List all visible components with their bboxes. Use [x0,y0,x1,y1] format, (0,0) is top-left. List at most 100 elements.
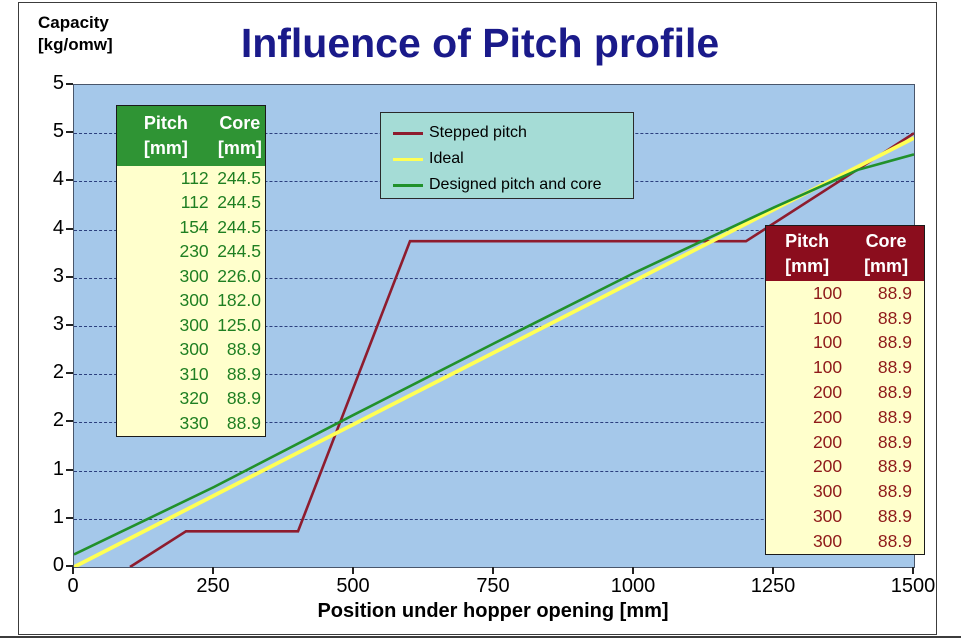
core-value: 88.9 [226,412,261,433]
header-core-unit: [mm] [217,138,262,158]
x-tick-mark [632,567,634,574]
core-value: 182.0 [217,290,261,311]
y-tick-mark [66,179,73,182]
legend-line-swatch [393,131,423,135]
series-line-designed-pitch-and-core [74,153,914,556]
core-value: 88.9 [877,382,912,403]
core-value: 244.5 [217,167,261,188]
core-value: 88.9 [877,406,912,427]
x-tick-label: 0 [67,575,79,597]
core-value: 244.5 [217,192,261,213]
x-axis-title: Position under hopper opening [mm] [317,600,669,622]
pitch-value: 154 [179,216,209,237]
y-tick-label: 4 [52,216,64,239]
legend-item: Designed pitch and core [393,172,633,198]
pitch-value: 112 [180,167,209,188]
y-axis-title-line1: Capacity [38,13,109,32]
gridline [74,229,914,231]
table-row: 300 125.0 [117,313,265,338]
pitch-value: 300 [812,530,843,551]
x-tick-mark [212,567,214,574]
gridline [74,326,914,327]
gridline [74,470,914,472]
y-tick-mark [66,275,73,278]
core-value: 88.9 [226,363,261,384]
y-tick-label: 0 [52,554,64,576]
legend-line-swatch [393,183,423,187]
y-tick-label: 2 [52,361,64,384]
table-row: 300 88.9 [766,529,924,554]
table-header-pitch: Pitch [mm] [766,229,848,281]
pitch-value: 300 [179,314,209,335]
table-row: 330 88.9 [117,411,265,436]
legend-label: Stepped pitch [429,124,527,141]
y-tick-mark [66,83,73,85]
core-value: 88.9 [877,282,912,303]
table-row: 300 88.9 [766,504,924,529]
pitch-value: 300 [179,290,209,311]
header-core-label: Core [865,231,907,251]
core-value: 88.9 [877,506,912,527]
chart-title: Influence of Pitch profile [240,20,720,66]
header-pitch-label: Pitch [785,231,830,251]
pitch-value: 300 [812,506,843,527]
core-value: 88.9 [877,357,912,378]
table-row: 100 88.9 [766,306,924,331]
table-row: 200 88.9 [766,430,924,455]
slide-bottom-rule [0,636,961,638]
pitch-value: 100 [812,307,843,328]
table-row: 200 88.9 [766,455,924,480]
pitch-value: 100 [812,357,843,378]
right-pitch-core-table: Pitch [mm] Core [mm] 100 88.9 100 88.9 100 88.9 10… [765,225,925,555]
legend-line-swatch [393,157,423,161]
core-value: 88.9 [877,481,912,502]
y-tick-label: 3 [52,264,64,287]
x-tick-label: 750 [476,575,510,597]
table-row: 320 88.9 [117,387,265,412]
legend-item: Ideal [393,146,633,172]
pitch-value: 200 [812,431,843,452]
y-axis-title: Capacity [kg/omw] [38,12,113,56]
legend-label: Ideal [429,150,464,167]
y-axis-title-line2: [kg/omw] [38,35,113,54]
table-header-core: Core [mm] [848,229,924,281]
header-core-label: Core [219,113,261,133]
table-row: 112 244.5 [117,166,265,191]
core-value: 88.9 [877,332,912,353]
table-row: 100 88.9 [766,281,924,306]
y-tick-mark [66,420,73,423]
pitch-value: 200 [812,406,843,427]
x-tick-label: 1500 [890,575,936,597]
pitch-value: 112 [180,192,209,213]
gridline [74,277,914,279]
pitch-value: 100 [812,282,843,303]
core-value: 88.9 [226,388,261,409]
legend-item: Stepped pitch [393,120,633,146]
y-tick-mark [66,468,73,471]
core-value: 88.9 [877,456,912,477]
table-row: 300 226.0 [117,264,265,289]
pitch-value: 200 [812,382,843,403]
gridline [74,518,914,520]
core-value: 226.0 [217,265,261,286]
core-value: 88.9 [877,307,912,328]
table-row: 200 88.9 [766,405,924,430]
table-header-pitch: Pitch [mm] [117,111,215,166]
series-line-ideal [74,136,914,567]
core-value: 244.5 [217,241,261,262]
table-header: Pitch [mm] Core [mm] [766,226,924,281]
y-tick-label: 1 [52,505,64,528]
table-row: 300 182.0 [117,289,265,314]
y-tick-mark [66,227,73,230]
pitch-value: 300 [812,481,843,502]
table-row: 100 88.9 [766,355,924,380]
y-tick-label: 5 [52,120,64,143]
pitch-value: 310 [179,363,209,384]
pitch-value: 200 [812,456,843,477]
header-pitch-unit: [mm] [143,138,188,158]
y-tick-label: 3 [52,313,64,335]
table-row: 154 244.5 [117,215,265,240]
table-row: 100 88.9 [766,331,924,356]
series-line-stepped-pitch [129,132,914,567]
pitch-value: 230 [179,241,209,262]
